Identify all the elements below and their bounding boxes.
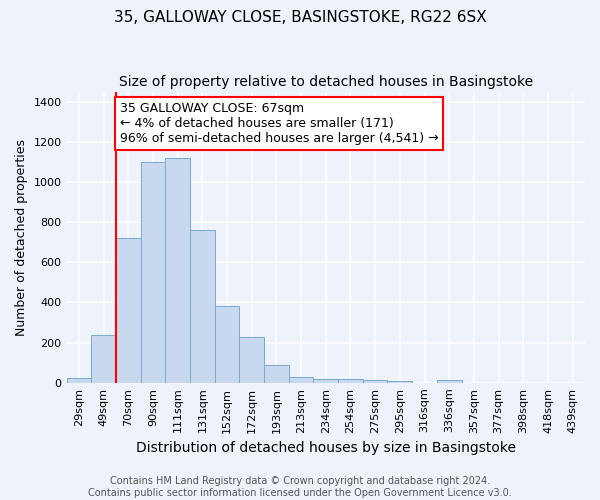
Bar (437, 380, 461, 383)
X-axis label: Distribution of detached houses by size in Basingstoke: Distribution of detached houses by size … (136, 441, 516, 455)
Bar (264, 364, 289, 383)
Bar (91, 334, 116, 383)
Text: 35, GALLOWAY CLOSE, BASINGSTOKE, RG22 6SX: 35, GALLOWAY CLOSE, BASINGSTOKE, RG22 6S… (113, 10, 487, 25)
Bar (190, 230, 215, 383)
Bar (363, 380, 388, 383)
Bar (116, 238, 140, 383)
Bar (67, 378, 91, 383)
Bar (165, 158, 190, 383)
Bar (338, 379, 363, 383)
Y-axis label: Number of detached properties: Number of detached properties (15, 138, 28, 336)
Bar (289, 377, 313, 383)
Bar (140, 162, 165, 383)
Bar (388, 381, 412, 383)
Title: Size of property relative to detached houses in Basingstoke: Size of property relative to detached ho… (119, 75, 533, 89)
Bar (239, 336, 264, 383)
Text: Contains HM Land Registry data © Crown copyright and database right 2024.
Contai: Contains HM Land Registry data © Crown c… (88, 476, 512, 498)
Bar (215, 306, 239, 383)
Text: 35 GALLOWAY CLOSE: 67sqm
← 4% of detached houses are smaller (171)
96% of semi-d: 35 GALLOWAY CLOSE: 67sqm ← 4% of detache… (119, 102, 438, 144)
Bar (313, 379, 338, 383)
